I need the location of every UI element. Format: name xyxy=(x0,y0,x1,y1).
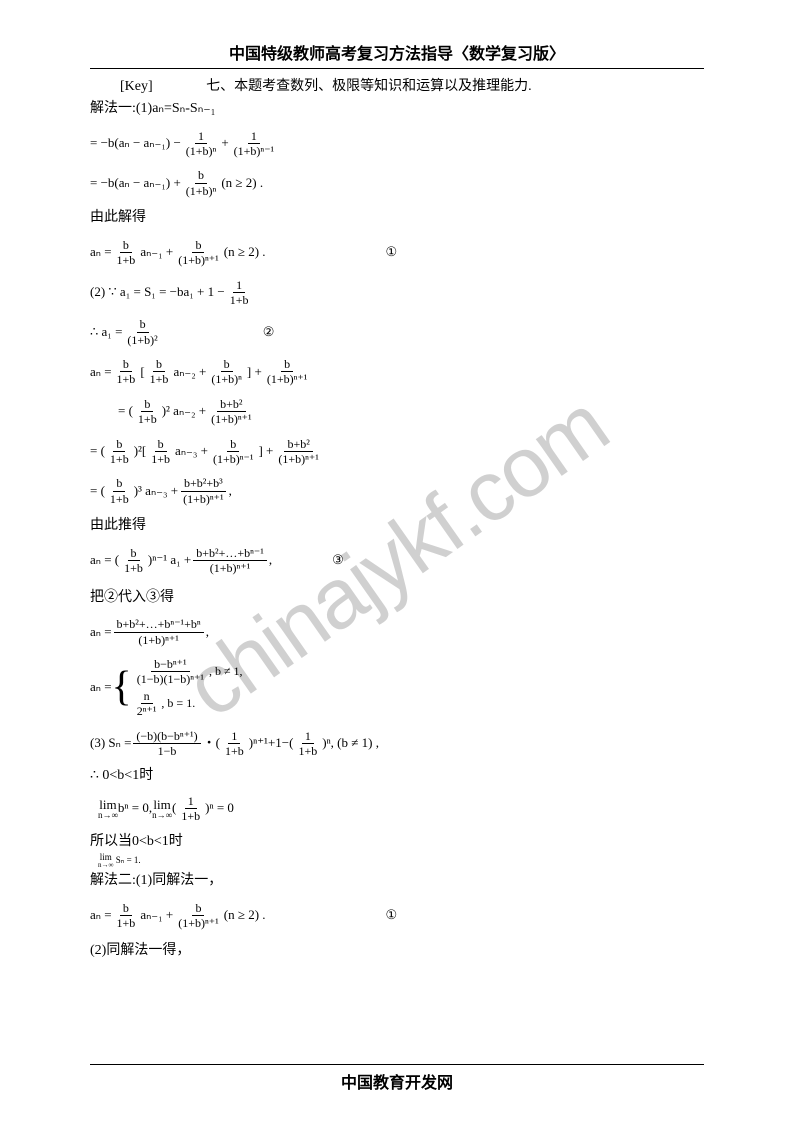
circle-1: ① xyxy=(386,244,398,261)
limits: limn→∞ bⁿ = 0, limn→∞ ( 11+b )ⁿ = 0 xyxy=(98,794,704,824)
page-header: 中国特级教师高考复习方法指导〈数学复习版〉 xyxy=(90,40,704,64)
eq1: = −b(aₙ − aₙ₋₁) − 1(1+b)ⁿ + 1(1+b)ⁿ⁻¹ xyxy=(90,129,704,159)
method2b: (2)同解法一得， xyxy=(90,941,704,961)
eq5a: = ( b1+b )²[ b1+b aₙ₋₃ + b(1+b)ⁿ⁻¹ ] + b… xyxy=(90,437,704,467)
cases: aₙ = { b−bⁿ⁺¹(1−b)(1−b)ⁿ⁺¹ , b ≠ 1, n2ⁿ⁺… xyxy=(90,657,704,719)
part3: (3) Sₙ = (−b)(b−bⁿ⁺¹)1−b ・( 11+b )ⁿ⁺¹+1−… xyxy=(90,729,704,759)
derive2: 由此推得 xyxy=(90,516,704,536)
header-rule xyxy=(90,68,704,69)
key-line: [Key] 七、本题考查数列、极限等知识和运算以及推理能力. xyxy=(90,75,704,95)
eq4b: = ( b1+b )² aₙ₋₂ + b+b²(1+b)ⁿ⁺¹ xyxy=(118,397,704,427)
condition1: ∴ 0<b<1时 xyxy=(90,766,704,786)
method1-intro: 解法一:(1)aₙ=Sₙ-Sₙ₋₁ xyxy=(90,99,704,119)
method2: 解法二:(1)同解法一， xyxy=(90,871,704,891)
eq4a: aₙ = b1+b [ b1+b aₙ₋₂ + b(1+b)ⁿ ] + b(1+… xyxy=(90,357,704,387)
circle-1b: ① xyxy=(386,907,398,924)
eq3: aₙ = b1+b aₙ₋₁ + b(1+b)ⁿ⁺¹ (n ≥ 2) . ① xyxy=(90,238,704,268)
substitute: 把②代入③得 xyxy=(90,588,704,608)
circle-2: ② xyxy=(263,324,275,341)
eq6: aₙ = ( b1+b )ⁿ⁻¹ a₁ + b+b²+…+bⁿ⁻¹(1+b)ⁿ⁺… xyxy=(90,546,704,576)
page-content: 中国特级教师高考复习方法指导〈数学复习版〉 [Key] 七、本题考查数列、极限等… xyxy=(0,0,794,992)
key-description: 七、本题考查数列、极限等知识和运算以及推理能力. xyxy=(206,79,532,94)
small-limit: limn→∞ Sₙ = 1. xyxy=(98,853,704,869)
eq8: aₙ = b1+b aₙ₋₁ + b(1+b)ⁿ⁺¹ (n ≥ 2) . ① xyxy=(90,901,704,931)
condition2: 所以当0<b<1时 xyxy=(90,832,704,852)
part2b: ∴ a₁ = b(1+b)² ② xyxy=(90,317,704,347)
part2a: (2) ∵ a₁ = S₁ = −ba₁ + 1 − 11+b xyxy=(90,278,704,308)
circle-3: ③ xyxy=(332,552,344,569)
eq5b: = ( b1+b )³ aₙ₋₃ + b+b²+b³(1+b)ⁿ⁺¹ , xyxy=(90,476,704,506)
derive1: 由此解得 xyxy=(90,208,704,228)
eq2: = −b(aₙ − aₙ₋₁) + b(1+b)ⁿ (n ≥ 2) . xyxy=(90,168,704,198)
page-footer: 中国教育开发网 xyxy=(90,1064,704,1093)
key-label: [Key] xyxy=(120,79,153,95)
eq7: aₙ = b+b²+…+bⁿ⁻¹+bⁿ(1+b)ⁿ⁺¹ , xyxy=(90,617,704,647)
